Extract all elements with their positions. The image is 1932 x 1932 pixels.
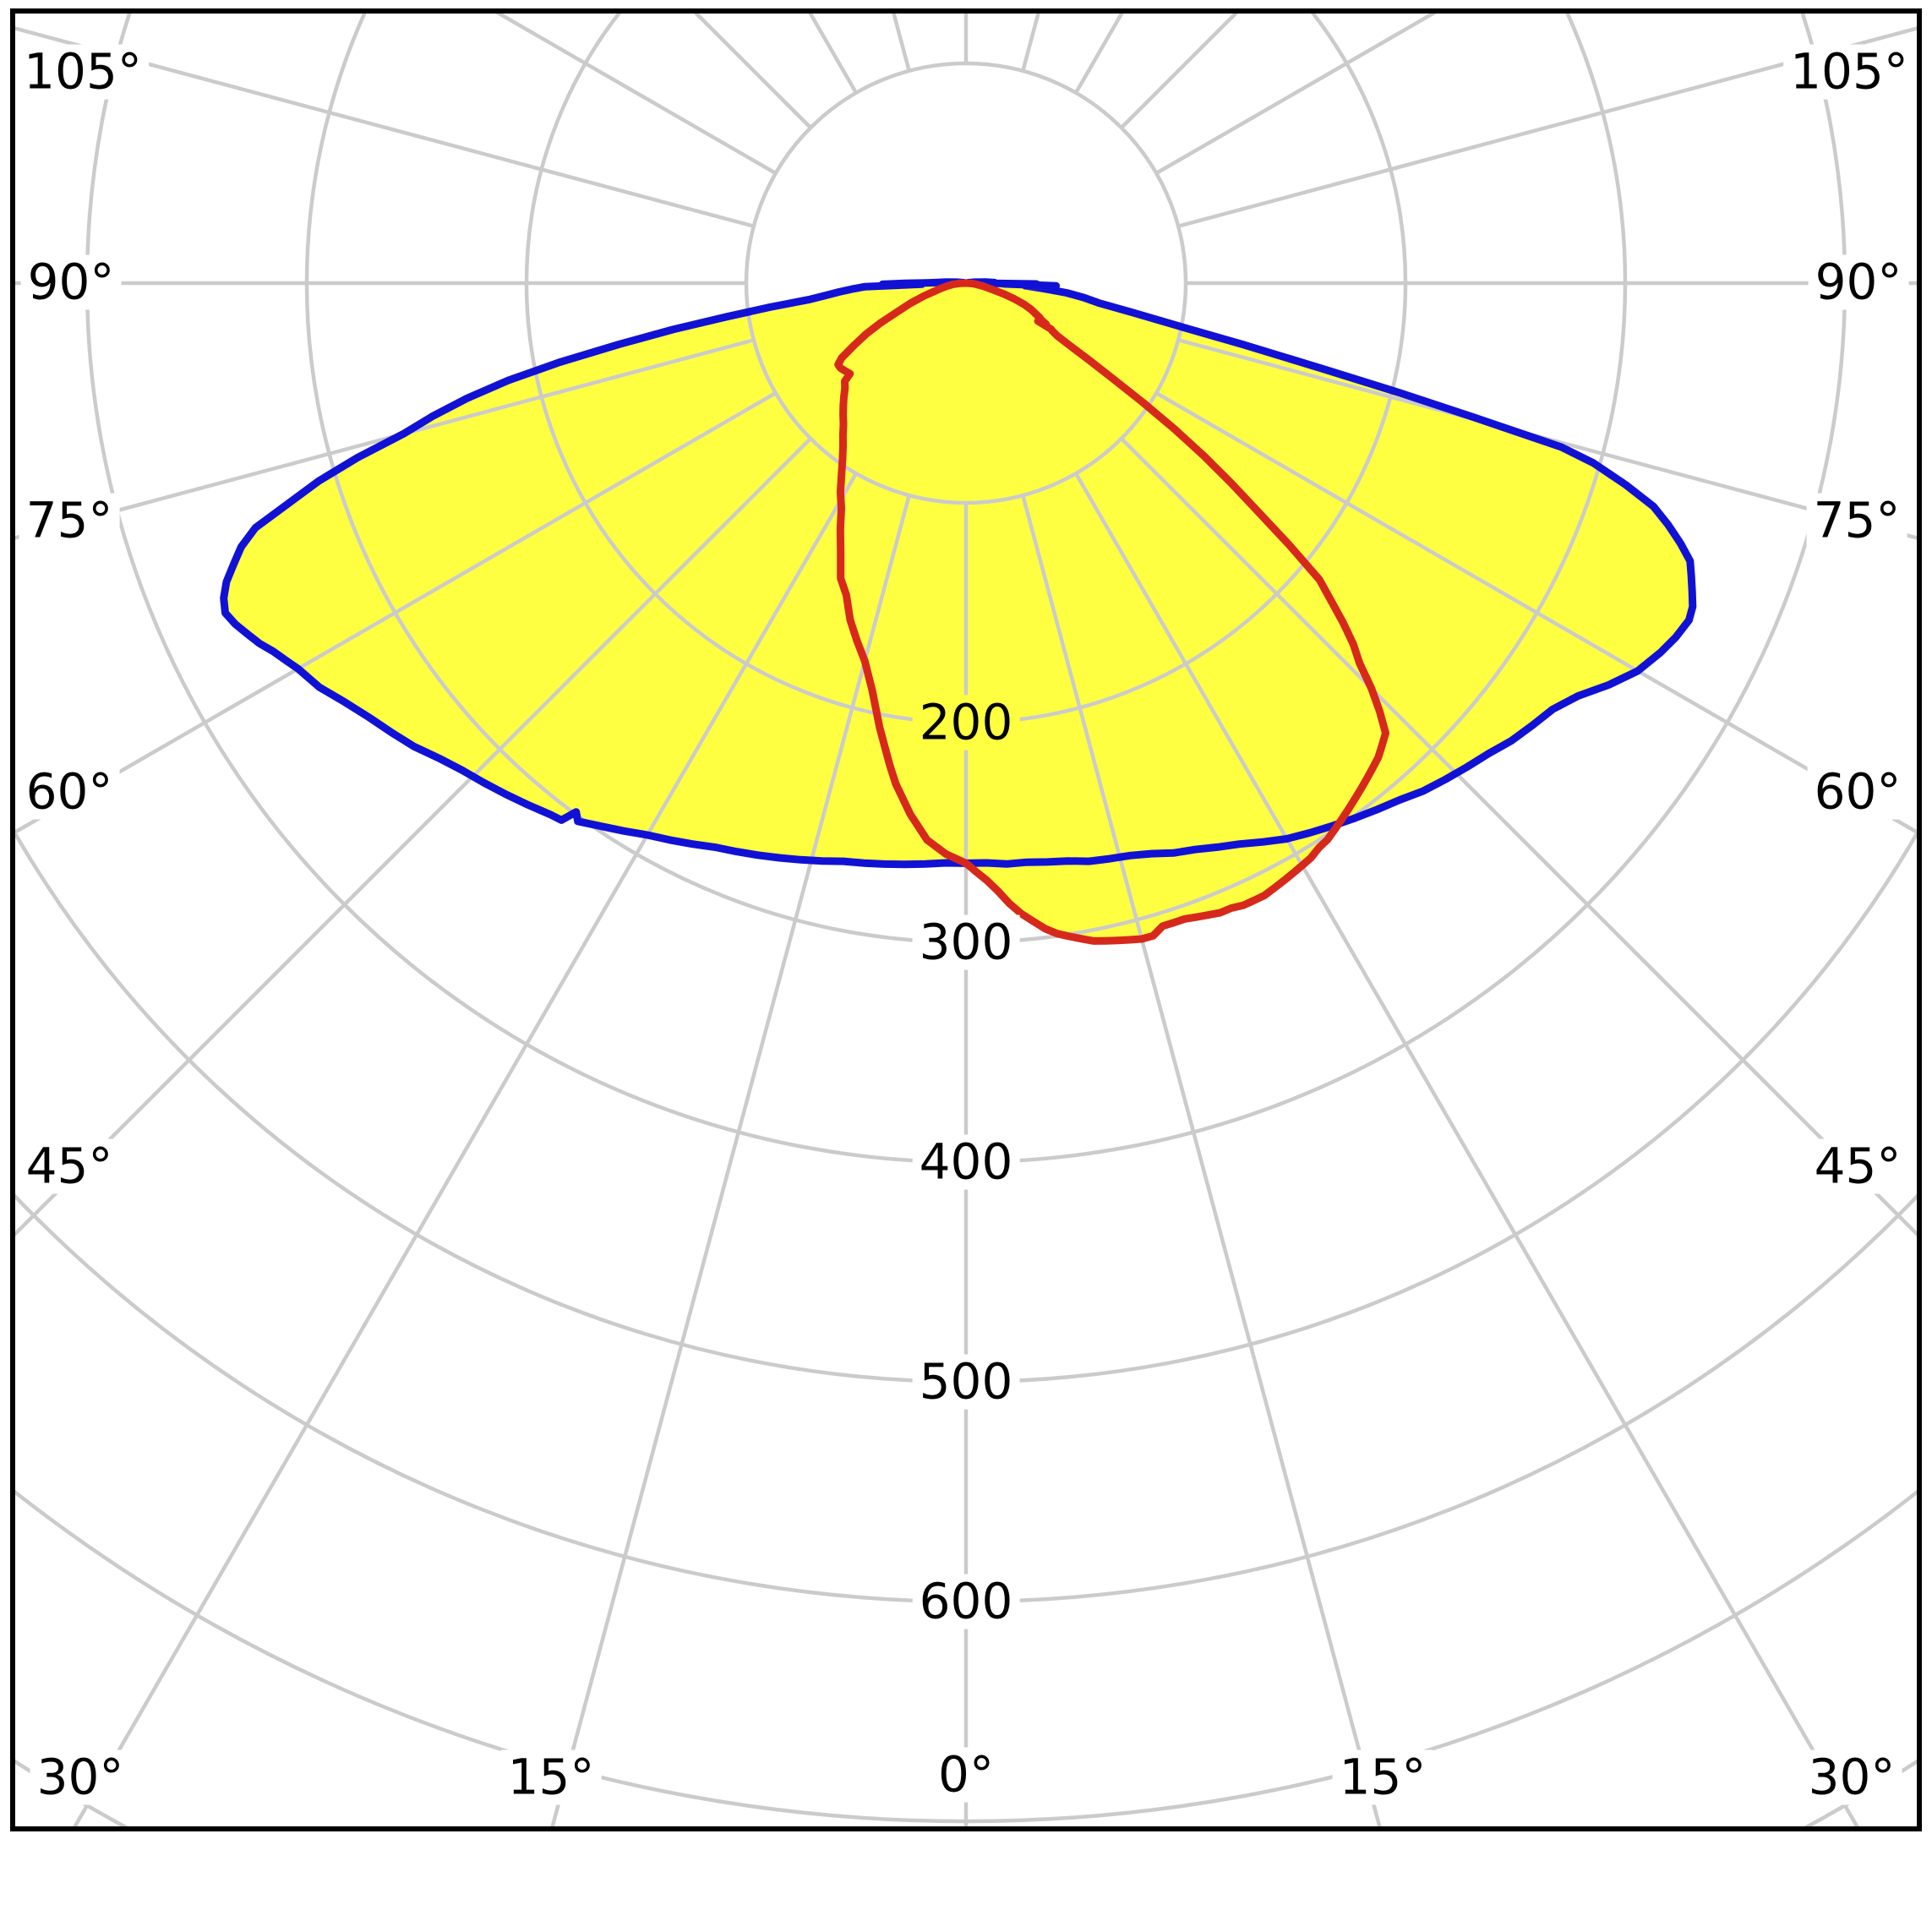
angle-label-bottom-0: 0° bbox=[931, 1747, 1001, 1803]
angle-label-left-60: 60° bbox=[19, 764, 120, 820]
angle-label-right-90: 90° bbox=[1808, 254, 1909, 310]
angle-label-bottom-30L: 30° bbox=[30, 1749, 131, 1805]
angle-label-right-105: 105° bbox=[1783, 44, 1915, 100]
ring-label-500: 500 bbox=[912, 1354, 1020, 1410]
angle-label-left-75: 75° bbox=[19, 493, 120, 548]
angle-label-right-45: 45° bbox=[1807, 1138, 1908, 1194]
angle-label-bottom-15L: 15° bbox=[500, 1749, 602, 1805]
ring-label-200: 200 bbox=[912, 695, 1020, 750]
ring-label-600: 600 bbox=[912, 1574, 1020, 1629]
angle-label-bottom-15R: 15° bbox=[1332, 1749, 1433, 1805]
angle-label-left-90: 90° bbox=[20, 254, 122, 310]
angle-label-right-75: 75° bbox=[1806, 493, 1907, 548]
ring-label-300: 300 bbox=[912, 914, 1020, 970]
angle-label-bottom-30R: 30° bbox=[1801, 1749, 1902, 1805]
ring-label-400: 400 bbox=[912, 1134, 1020, 1190]
angle-label-right-60: 60° bbox=[1807, 764, 1908, 820]
angle-label-left-105: 105° bbox=[17, 44, 149, 100]
angle-label-left-45: 45° bbox=[19, 1138, 120, 1194]
